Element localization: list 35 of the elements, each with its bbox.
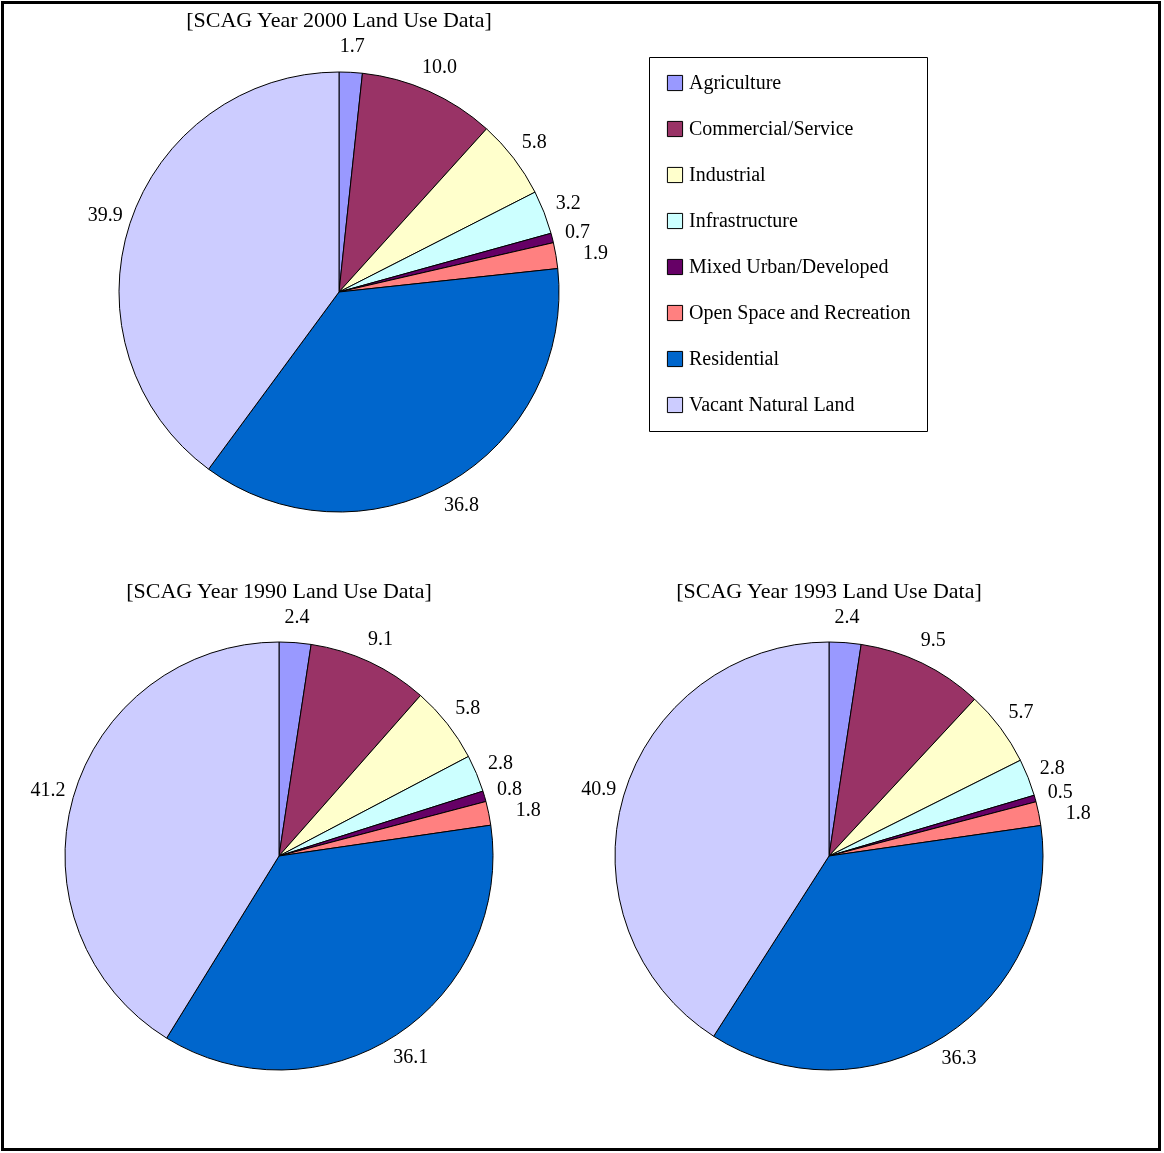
data-label: 36.3 <box>941 1045 977 1068</box>
data-label: 40.9 <box>581 776 617 799</box>
data-label: 1.8 <box>515 798 541 821</box>
data-label: 0.8 <box>496 777 522 800</box>
chart-title: [SCAG Year 1990 Land Use Data] <box>126 577 432 603</box>
legend-label: Industrial <box>689 163 767 185</box>
legend-label: Mixed Urban/Developed <box>689 255 889 278</box>
data-label: 36.8 <box>444 493 480 516</box>
legend-label: Agriculture <box>689 71 782 94</box>
data-label: 36.1 <box>393 1044 429 1067</box>
legend-label: Open Space and Recreation <box>689 301 911 324</box>
data-label: 5.7 <box>1008 700 1034 723</box>
chart-title: [SCAG Year 1993 Land Use Data] <box>676 577 982 603</box>
data-label: 0.7 <box>564 219 590 242</box>
data-label: 5.8 <box>521 130 547 153</box>
data-label: 9.1 <box>368 626 393 649</box>
data-label: 2.8 <box>487 751 513 774</box>
data-label: 41.2 <box>30 778 66 801</box>
chart-title: [SCAG Year 2000 Land Use Data] <box>186 7 492 33</box>
data-label: 0.5 <box>1047 779 1073 802</box>
data-label: 1.7 <box>339 34 365 57</box>
data-label: 1.8 <box>1065 800 1091 823</box>
data-label: 2.8 <box>1039 755 1065 778</box>
data-label: 2.4 <box>834 604 860 627</box>
data-label: 1.9 <box>583 240 609 263</box>
data-label: 5.8 <box>455 695 481 718</box>
legend-label: Residential <box>689 347 780 369</box>
data-label: 3.2 <box>555 190 581 213</box>
legend-label: Commercial/Service <box>689 117 854 139</box>
data-label: 2.4 <box>284 604 310 627</box>
legend-label: Vacant Natural Land <box>689 393 855 415</box>
data-label: 10.0 <box>422 55 458 78</box>
legend-label: Infrastructure <box>689 209 798 231</box>
data-label: 39.9 <box>87 203 123 226</box>
data-label: 9.5 <box>920 627 946 650</box>
